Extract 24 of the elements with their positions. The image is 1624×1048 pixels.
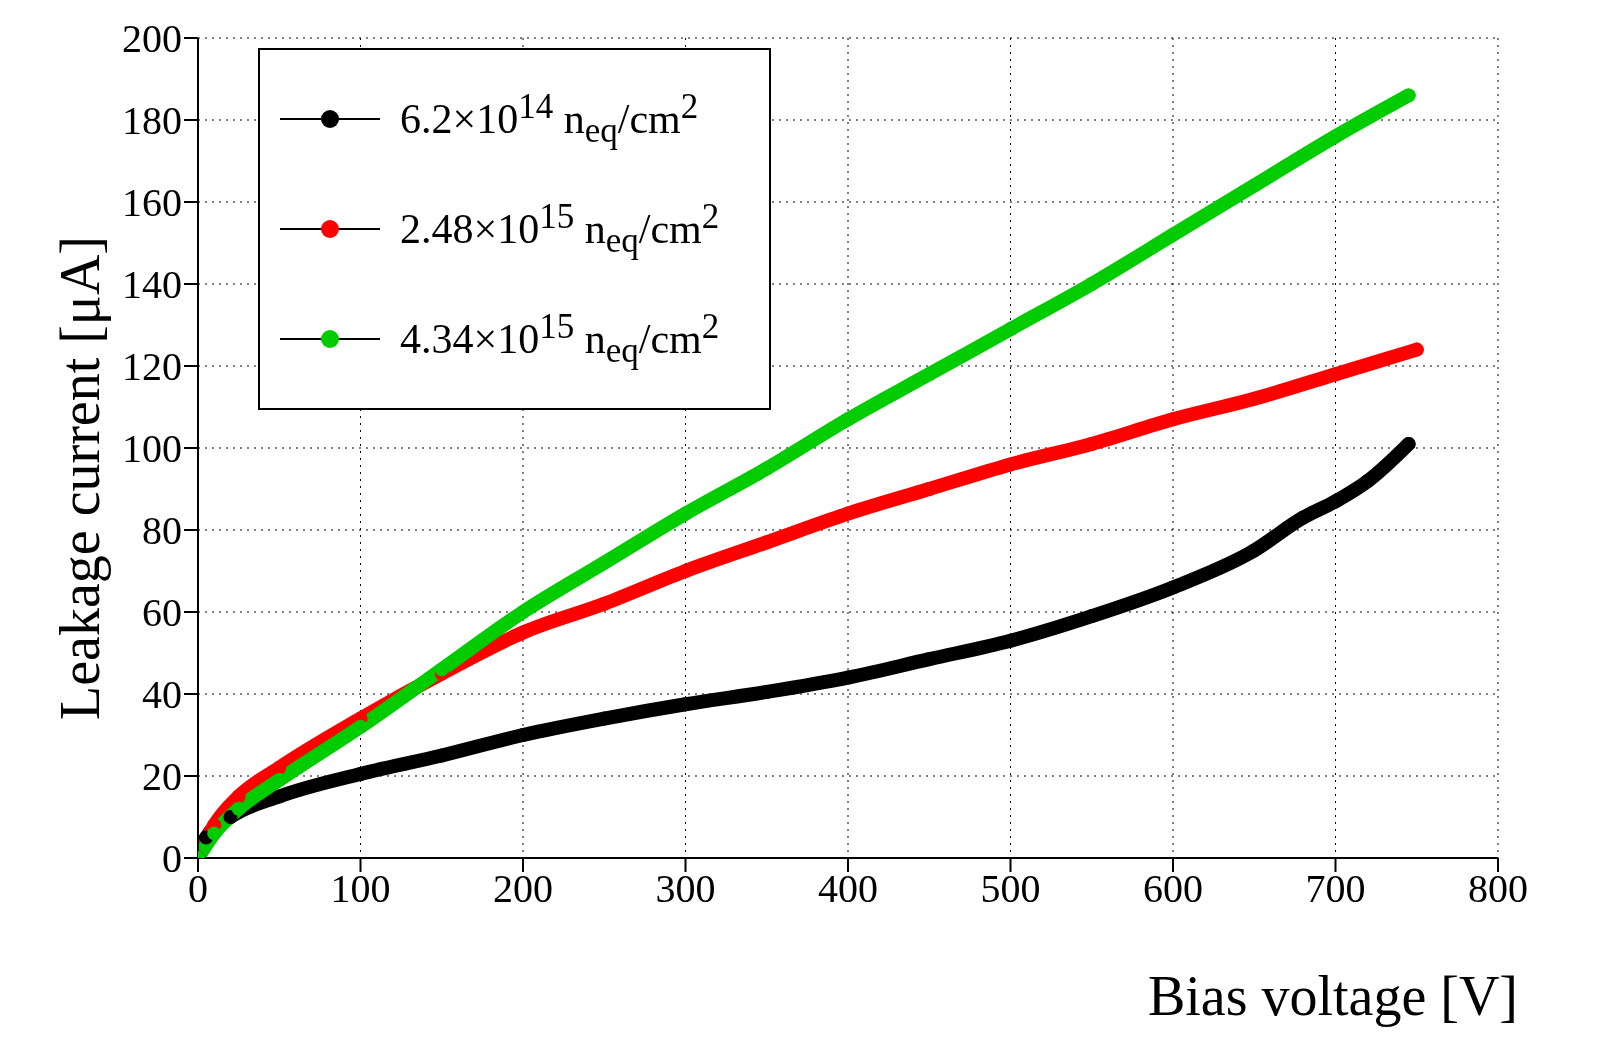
legend-label: 6.2×10$^{14}$ n$_{eq}$/cm$^{2}$ — [400, 86, 699, 152]
x-tick-label: 100 — [330, 866, 391, 912]
x-tick-label: 200 — [493, 866, 553, 912]
x-tick-label: 600 — [1143, 866, 1203, 912]
y-tick-label: 160 — [122, 180, 182, 226]
y-tick-label: 60 — [142, 590, 182, 636]
y-tick-label: 180 — [122, 98, 182, 144]
x-tick-label: 500 — [980, 866, 1041, 912]
y-tick-label: 0 — [162, 836, 182, 882]
y-tick-label: 20 — [142, 754, 182, 800]
y-tick-label: 100 — [122, 426, 182, 472]
y-axis-title: Leakage current [μA] — [48, 236, 112, 720]
y-tick-label: 40 — [142, 672, 182, 718]
x-tick-label: 400 — [818, 866, 878, 912]
legend-label: 4.34×10$^{15}$ n$_{eq}$/cm$^{2}$ — [400, 306, 720, 372]
y-tick-label: 200 — [122, 16, 182, 62]
x-tick-label: 700 — [1305, 866, 1366, 912]
x-tick-label: 800 — [1468, 866, 1528, 912]
y-tick-label: 80 — [142, 508, 182, 554]
y-tick-label: 140 — [122, 262, 182, 308]
legend-label: 2.48×10$^{15}$ n$_{eq}$/cm$^{2}$ — [400, 196, 720, 262]
x-tick-label: 300 — [655, 866, 716, 912]
x-axis-title: Bias voltage [V] — [1147, 964, 1518, 1028]
y-tick-label: 120 — [122, 344, 182, 390]
